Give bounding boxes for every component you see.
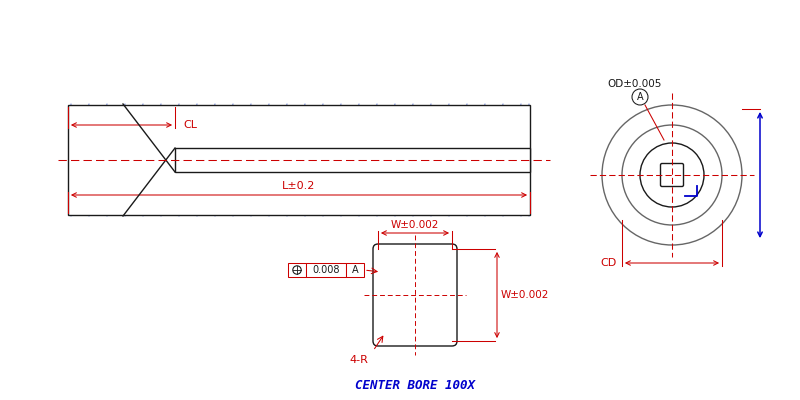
Ellipse shape	[622, 125, 722, 225]
Text: OD±0.005: OD±0.005	[607, 79, 662, 89]
Text: A: A	[352, 265, 358, 275]
FancyBboxPatch shape	[373, 244, 457, 346]
Text: CL: CL	[183, 120, 197, 130]
Bar	[288, 263, 306, 277]
Text: CENTER BORE 100X: CENTER BORE 100X	[355, 379, 475, 392]
Text: W±0.002: W±0.002	[501, 290, 550, 300]
Text: W±0.002: W±0.002	[391, 220, 439, 230]
Bar	[175, 148, 530, 172]
Text: 0.008: 0.008	[312, 265, 340, 275]
Bar	[306, 263, 346, 277]
Text: A: A	[637, 92, 643, 102]
Ellipse shape	[602, 105, 742, 245]
FancyBboxPatch shape	[661, 164, 683, 186]
Text: CD: CD	[601, 258, 617, 268]
Bar	[68, 105, 530, 215]
Ellipse shape	[640, 143, 704, 207]
Bar	[346, 263, 364, 277]
Text: 4-R: 4-R	[349, 355, 368, 365]
Text: L±0.2: L±0.2	[282, 181, 316, 191]
